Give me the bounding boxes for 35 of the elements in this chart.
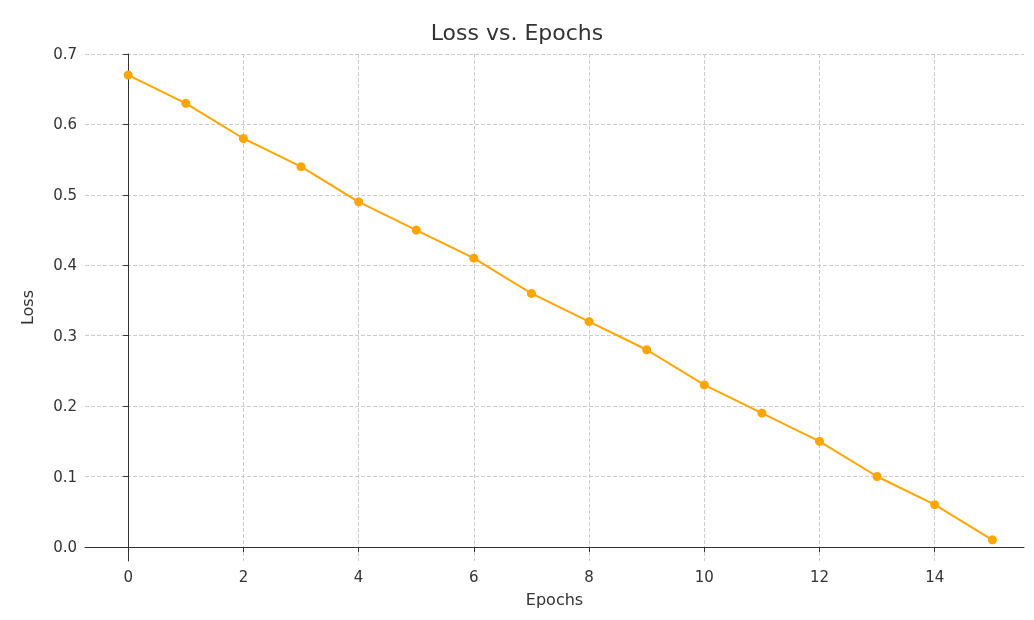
point — [872, 472, 882, 481]
x-tick-label: 0 — [123, 567, 133, 586]
point — [123, 70, 133, 80]
point — [642, 345, 652, 355]
y-tick-label: 0.6 — [53, 115, 77, 134]
x-tick-label: 4 — [353, 567, 364, 586]
y-tick-label: 0.7 — [53, 45, 77, 63]
y-tick-label: 0.5 — [53, 185, 77, 204]
point — [238, 134, 248, 143]
y-tick-label: 0.4 — [53, 256, 77, 275]
point — [930, 500, 940, 510]
point — [526, 288, 536, 298]
x-tick-label: 6 — [469, 567, 479, 586]
point — [815, 436, 824, 446]
y-tick-label: 0.2 — [53, 397, 77, 416]
y-tick-label: 0.3 — [53, 326, 77, 345]
point — [987, 535, 997, 545]
x-tick-label: 14 — [925, 567, 945, 586]
point — [584, 317, 594, 327]
y-tick-label: 0.0 — [53, 537, 77, 556]
point — [181, 98, 191, 108]
point — [757, 408, 767, 418]
point — [354, 197, 364, 207]
point — [411, 225, 421, 235]
x-axis-title: Epochs — [525, 589, 584, 609]
point — [296, 162, 306, 172]
x-tick-label: 2 — [238, 567, 249, 586]
chart-title: Loss vs. Epochs — [430, 19, 604, 45]
point — [469, 253, 479, 263]
x-tick-label: 12 — [809, 567, 830, 586]
x-tick-label: 8 — [584, 567, 594, 586]
point — [699, 380, 709, 390]
x-tick-label: 10 — [694, 567, 714, 586]
y-tick-label: 0.1 — [53, 467, 77, 486]
y-axis-title: Loss — [17, 289, 37, 326]
